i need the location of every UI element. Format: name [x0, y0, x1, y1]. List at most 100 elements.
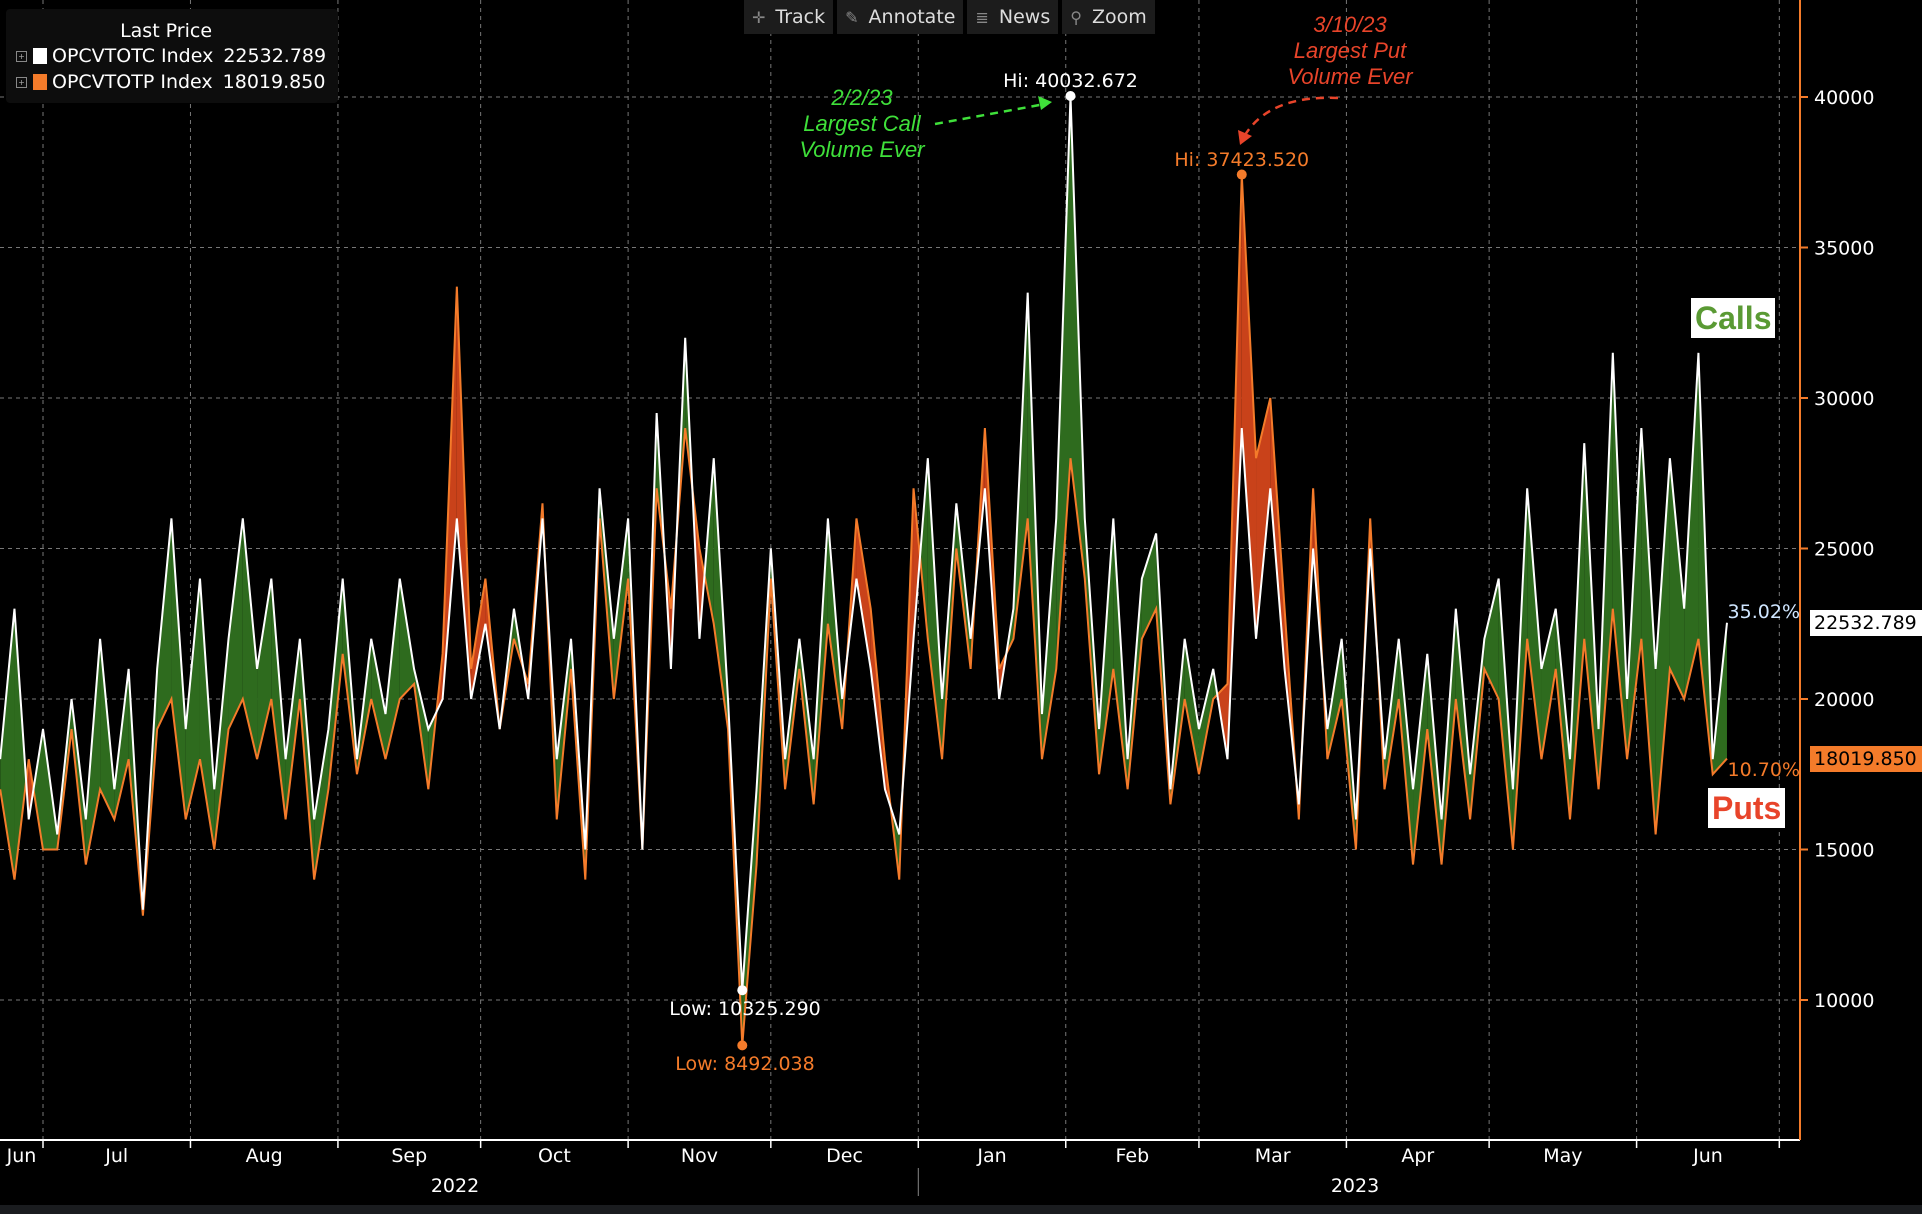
call-note-arrow [934, 102, 1046, 126]
puts-fill-segment [1241, 174, 1257, 639]
track-label: Track [775, 6, 826, 28]
calls-fill-segment [1498, 578, 1513, 850]
calls-series-line [0, 95, 1728, 991]
calls-fill-segment [314, 729, 329, 880]
calls-fill-segment [371, 638, 386, 760]
y-tick-label: 10000 [1814, 990, 1874, 1012]
expand-icon[interactable]: + [16, 50, 27, 62]
calls-fill-segment [399, 578, 415, 699]
calls-swatch [33, 48, 47, 64]
calls-fill-segment [1655, 458, 1670, 835]
x-tick-label: Feb [1116, 1145, 1150, 1167]
puts-last-value-tag: 18019.850 [1810, 746, 1922, 772]
legend-title: Last Price [120, 20, 213, 42]
zoom-button[interactable]: ⚲ Zoom [1062, 0, 1155, 34]
calls-fill-segment [1527, 488, 1542, 760]
put-high-label: Hi: 37423.520 [1174, 149, 1309, 171]
news-label: News [998, 6, 1051, 28]
zoom-label: Zoom [1091, 6, 1147, 28]
x-tick-label: Sep [391, 1145, 427, 1167]
legend-label: OPCVTOTP Index [52, 71, 213, 93]
y-tick-label: 35000 [1814, 238, 1874, 260]
bottom-bar [0, 1205, 1922, 1214]
call-note-line-1: 2/2/23 [830, 85, 893, 110]
calls-fill-segment [299, 638, 315, 880]
puts-label-box: Puts [1708, 788, 1786, 828]
puts-percent-label: 10.70% [1728, 759, 1800, 781]
legend-value: 22532.789 [223, 45, 327, 67]
calls-fill-segment [171, 518, 186, 820]
calls-fill-segment [1413, 653, 1428, 865]
put-low-label: Low: 8492.038 [675, 1053, 814, 1075]
put-note-line-2: Largest Put [1294, 38, 1407, 63]
calls-fill-segment [228, 518, 243, 730]
legend-label: OPCVTOTC Index [52, 45, 214, 67]
call-low-label: Low: 10325.290 [669, 998, 821, 1020]
x-tick-label: Jul [104, 1145, 128, 1167]
calls-fill-segment [1141, 533, 1157, 639]
calls-fill-segment [157, 518, 172, 730]
legend-item-puts[interactable]: + OPCVTOTP Index 18019.850 [6, 69, 326, 95]
calls-last-value-tag: 22532.789 [1810, 610, 1922, 636]
puts-fill-segment [913, 488, 921, 639]
calls-fill-segment [214, 638, 229, 850]
puts-fill-segment [1256, 398, 1271, 639]
x-tick-label: Aug [246, 1145, 283, 1167]
y-tick-label: 25000 [1814, 539, 1874, 561]
x-tick-label: Jun [1692, 1145, 1723, 1167]
news-button[interactable]: ≣ News [967, 0, 1059, 34]
calls-fill-segment [328, 578, 343, 790]
x-tick-label: Nov [681, 1145, 718, 1167]
year-label: 2022 [431, 1175, 479, 1197]
annotate-button[interactable]: ✎ Annotate [837, 0, 964, 34]
put-note-arrowhead [1238, 130, 1252, 145]
call-high-marker [1065, 91, 1076, 102]
calls-fill-segment [1398, 638, 1414, 865]
put-note-line-1: 3/10/23 [1313, 12, 1387, 37]
put-note-arrow [1243, 96, 1339, 136]
calls-fill-segment [185, 578, 200, 820]
put-high-marker [1236, 169, 1247, 180]
crosshair-icon: ✛ [752, 7, 766, 27]
calls-fill-segment [14, 608, 27, 880]
pencil-icon: ✎ [845, 7, 859, 27]
calls-fill-segment [1669, 458, 1685, 699]
x-tick-label: Jan [976, 1145, 1006, 1167]
calls-fill-segment [271, 578, 286, 820]
x-tick-label: Dec [826, 1145, 863, 1167]
x-tick-label: May [1543, 1145, 1582, 1167]
y-tick-label: 15000 [1814, 840, 1874, 862]
puts-swatch [33, 74, 47, 90]
calls-percent-label: 35.02% [1728, 601, 1800, 623]
calls-fill-segment [285, 638, 300, 820]
y-tick-label: 40000 [1814, 87, 1874, 109]
call-low-marker [737, 985, 748, 996]
puts-fill-segment [28, 759, 34, 820]
track-button[interactable]: ✛ Track [744, 0, 834, 34]
call-note-line-3: Volume Ever [799, 137, 926, 162]
calls-fill-segment [1684, 352, 1699, 699]
calls-fill-segment [1541, 608, 1556, 760]
chart-toolbar: ✛ Track ✎ Annotate ≣ News ⚲ Zoom [744, 0, 1155, 34]
expand-icon[interactable]: + [16, 76, 27, 88]
puts-fill-segment [856, 518, 871, 669]
news-icon: ≣ [975, 7, 989, 27]
puts-fill-segment [1270, 398, 1285, 669]
calls-label-box: Calls [1691, 298, 1776, 338]
annotation-marks [737, 91, 1247, 1051]
call-note-arrowhead [1038, 96, 1052, 110]
legend: Last Price + OPCVTOTC Index 22532.789 + … [6, 9, 339, 103]
legend-value: 18019.850 [222, 71, 326, 93]
y-tick-label: 30000 [1814, 388, 1874, 410]
calls-fill-segment [199, 578, 215, 850]
x-tick-label: Apr [1401, 1145, 1434, 1167]
legend-item-calls[interactable]: + OPCVTOTC Index 22532.789 [6, 43, 326, 69]
calls-fill-segment [1484, 578, 1499, 699]
calls-fill-segment [1641, 428, 1656, 835]
calls-fill-segment [920, 458, 928, 639]
calls-fill-segment [1198, 668, 1214, 775]
magnifier-icon: ⚲ [1070, 7, 1082, 27]
calls-fill-segment [1327, 638, 1342, 760]
y-tick-label: 20000 [1814, 689, 1874, 711]
